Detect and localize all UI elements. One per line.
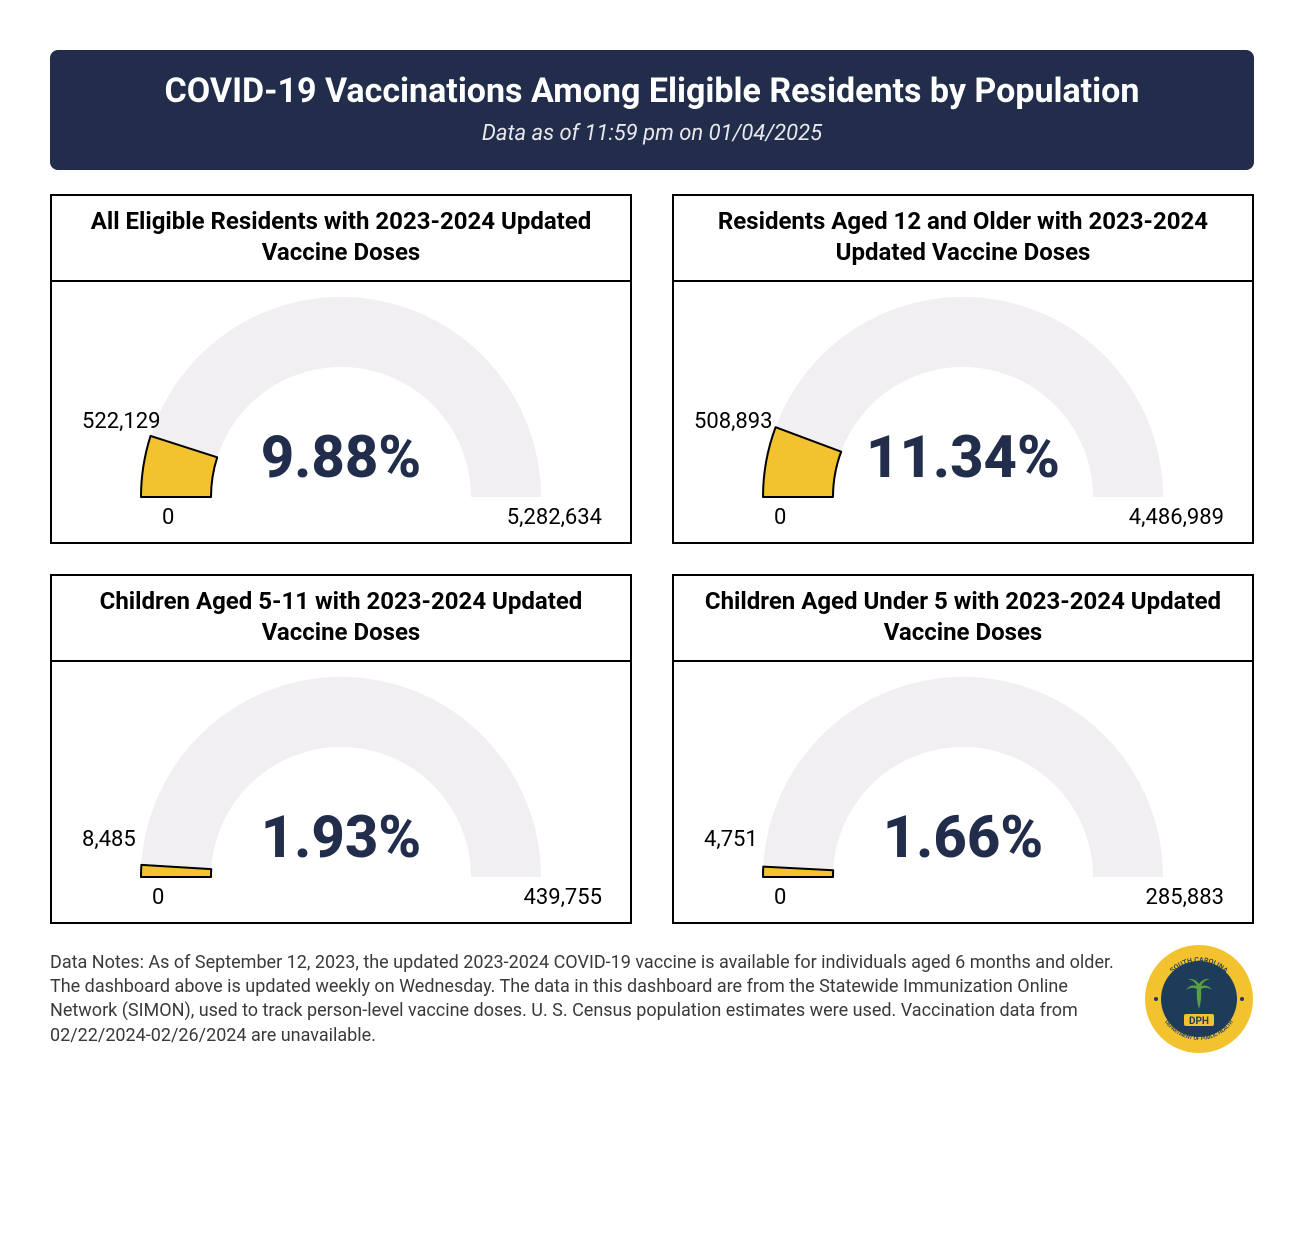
gauge-percent: 9.88% [261,424,422,492]
gauge-min-label: 0 [162,505,174,530]
dashboard-header: COVID-19 Vaccinations Among Eligible Res… [50,50,1254,170]
gauge-value-label: 4,751 [704,827,758,852]
gauge-percent: 1.66% [883,804,1044,872]
gauge-title: All Eligible Residents with 2023-2024 Up… [52,196,630,282]
gauge-value-label: 8,485 [82,827,136,852]
gauge-value-label: 508,893 [694,409,773,434]
gauge-min-label: 0 [152,885,164,910]
gauge-value-label: 522,129 [82,409,161,434]
gauge-min-label: 0 [774,505,786,530]
gauge-body: 1.93% 0 439,755 8,485 [52,662,630,922]
gauge-body: 1.66% 0 285,883 4,751 [674,662,1252,922]
gauge-title: Residents Aged 12 and Older with 2023-20… [674,196,1252,282]
header-subtitle: Data as of 11:59 pm on 01/04/2025 [90,121,1214,146]
gauge-card: All Eligible Residents with 2023-2024 Up… [50,194,632,544]
gauge-card: Children Aged Under 5 with 2023-2024 Upd… [672,574,1254,924]
gauge-title: Children Aged 5-11 with 2023-2024 Update… [52,576,630,662]
gauge-percent: 11.34% [866,424,1060,492]
data-notes: Data Notes: As of September 12, 2023, th… [50,951,1124,1048]
footer: Data Notes: As of September 12, 2023, th… [50,944,1254,1054]
gauge-body: 9.88% 0 5,282,634 522,129 [52,282,630,542]
gauge-max-label: 5,282,634 [507,505,602,530]
header-title: COVID-19 Vaccinations Among Eligible Res… [90,70,1214,113]
gauge-max-label: 4,486,989 [1129,505,1224,530]
gauge-body: 11.34% 0 4,486,989 508,893 [674,282,1252,542]
svg-text:DPH: DPH [1189,1016,1209,1027]
dph-logo: DPH SOUTH CAROLINA DEPARTMENT OF PUBLIC … [1144,944,1254,1054]
gauge-percent: 1.93% [261,804,422,872]
gauge-max-label: 439,755 [523,885,602,910]
gauge-card: Children Aged 5-11 with 2023-2024 Update… [50,574,632,924]
gauge-card: Residents Aged 12 and Older with 2023-20… [672,194,1254,544]
gauge-min-label: 0 [774,885,786,910]
gauge-grid: All Eligible Residents with 2023-2024 Up… [50,194,1254,925]
gauge-max-label: 285,883 [1145,885,1224,910]
gauge-title: Children Aged Under 5 with 2023-2024 Upd… [674,576,1252,662]
